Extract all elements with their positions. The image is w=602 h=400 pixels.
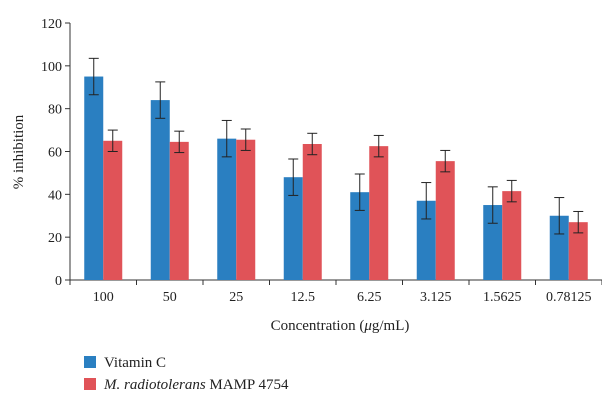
y-tick-label: 20 — [48, 231, 62, 246]
legend-swatch — [84, 356, 96, 368]
bar — [84, 76, 104, 281]
bar — [568, 222, 588, 280]
y-axis: 0 20 40 60 80 100 120 — [41, 17, 71, 289]
legend-swatch — [84, 378, 96, 390]
x-tick-label: 100 — [93, 290, 114, 305]
bar — [549, 215, 569, 280]
legend: Vitamin C M. radiotolerans MAMP 4754 — [84, 355, 289, 393]
error-bars — [88, 57, 584, 235]
bar — [103, 140, 123, 280]
bar — [369, 146, 389, 280]
x-tick-label: 0.78125 — [546, 290, 592, 305]
x-tick-label: 6.25 — [357, 290, 382, 305]
bar — [217, 138, 237, 280]
bar — [236, 139, 256, 280]
bar — [150, 100, 170, 280]
bar — [502, 191, 522, 280]
y-tick-label: 80 — [48, 103, 62, 118]
y-tick-label: 100 — [41, 60, 62, 75]
y-tick-label: 40 — [48, 188, 62, 203]
x-axis-title: Concentration (μg/mL) — [271, 318, 410, 334]
x-tick-label: 12.5 — [291, 290, 316, 305]
bars — [84, 76, 588, 281]
bar — [283, 177, 303, 280]
x-axis: 100 50 25 12.5 6.25 3.125 1.5625 0.78125 — [69, 279, 602, 305]
y-axis-title: % inhibition — [11, 114, 27, 189]
bar — [169, 141, 189, 280]
y-tick-label: 60 — [48, 146, 62, 161]
x-tick-label: 3.125 — [420, 290, 452, 305]
bar — [416, 200, 436, 280]
legend-label: Vitamin C — [104, 355, 166, 371]
x-tick-label: 50 — [163, 290, 177, 305]
legend-label: M. radiotolerans MAMP 4754 — [103, 377, 289, 393]
x-tick-label: 1.5625 — [483, 290, 522, 305]
x-tick-label: 25 — [229, 290, 243, 305]
bar — [350, 192, 370, 280]
bar — [483, 205, 503, 280]
y-tick-label: 0 — [55, 274, 62, 289]
y-tick-label: 120 — [41, 17, 62, 32]
bar — [435, 161, 455, 280]
bar — [302, 144, 322, 280]
